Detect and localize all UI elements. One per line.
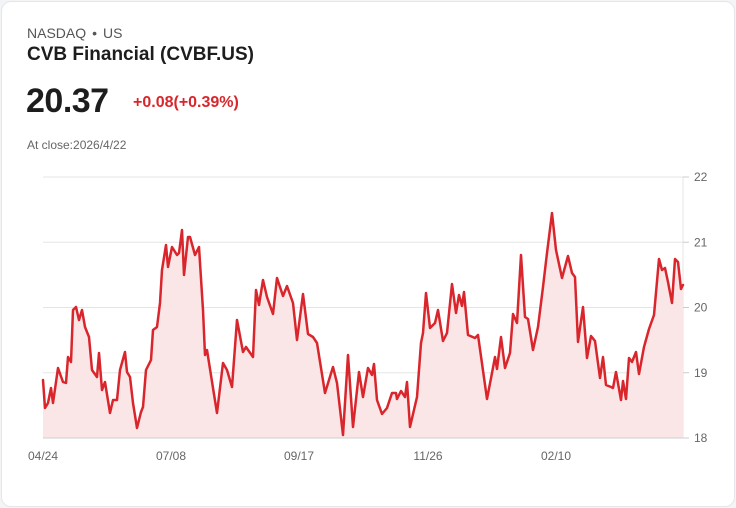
x-tick-label: 04/24 <box>28 449 58 463</box>
y-tick-label: 22 <box>694 170 708 184</box>
current-price: 20.37 <box>26 82 109 120</box>
close-date: At close:2026/4/22 <box>27 138 127 152</box>
region-label: US <box>103 25 123 41</box>
x-tick-label: 11/26 <box>413 449 442 463</box>
stock-title: CVB Financial (CVBF.US) <box>27 44 254 65</box>
price-line <box>41 211 685 437</box>
price-chart[interactable]: 22 21 20 19 18 04/24 07/08 09/17 11/26 02/10 <box>0 160 736 480</box>
x-axis-ticks: 04/24 07/08 09/17 11/26 02/10 <box>28 449 571 463</box>
x-tick-label: 09/17 <box>284 449 314 463</box>
y-tick-label: 19 <box>694 366 708 380</box>
exchange-label: NASDAQ <box>27 25 87 41</box>
price-area <box>43 213 683 438</box>
y-tick-label: 21 <box>694 235 708 249</box>
x-tick-label: 02/10 <box>541 449 571 463</box>
y-tick-label: 18 <box>694 431 708 445</box>
separator-dot: • <box>92 25 98 41</box>
y-tick-label: 20 <box>694 301 708 315</box>
x-tick-label: 07/08 <box>156 449 186 463</box>
y-axis-ticks: 22 21 20 19 18 <box>683 170 708 445</box>
price-change: +0.08(+0.39%) <box>133 94 239 111</box>
exchange-info: NASDAQ • US <box>27 25 122 41</box>
